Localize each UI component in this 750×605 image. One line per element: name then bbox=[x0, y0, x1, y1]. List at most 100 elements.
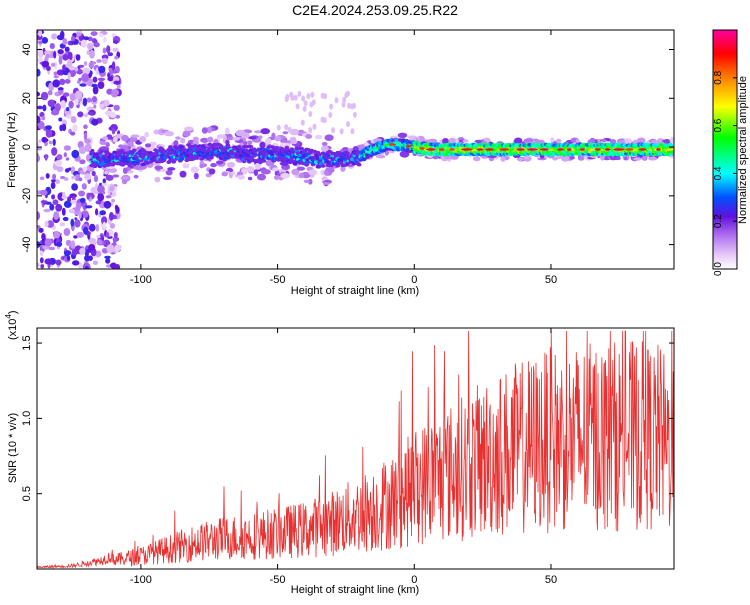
heatmap-cell bbox=[90, 31, 98, 36]
heatmap-cell bbox=[609, 157, 617, 161]
heatmap-cell bbox=[540, 148, 549, 151]
heatmap-cell bbox=[171, 160, 177, 164]
heatmap-cell bbox=[55, 203, 63, 212]
heatmap-cell bbox=[79, 197, 86, 204]
heatmap-cell bbox=[298, 172, 304, 179]
heatmap-cell bbox=[284, 145, 290, 150]
heatmap-cell bbox=[78, 190, 86, 197]
heatmap-cell bbox=[284, 124, 289, 130]
heatmap-cell bbox=[95, 250, 102, 258]
heatmap-cell bbox=[139, 136, 147, 143]
y-tick-label: -40 bbox=[21, 237, 33, 253]
heatmap-cell bbox=[65, 114, 73, 119]
heatmap-cell bbox=[85, 205, 93, 209]
heatmap-cell bbox=[91, 118, 99, 126]
figure-title: C2E4.2024.253.09.25.R22 bbox=[292, 2, 458, 18]
heatmap-cell bbox=[41, 116, 46, 121]
heatmap-cell bbox=[99, 103, 105, 109]
heatmap-cell bbox=[111, 127, 116, 135]
heatmap-cell bbox=[76, 231, 84, 238]
heatmap-cell bbox=[113, 104, 120, 111]
heatmap-cell bbox=[87, 36, 93, 42]
heatmap-cell bbox=[51, 179, 57, 183]
heatmap-cell bbox=[79, 159, 86, 165]
spectrogram-panel: -100 -50 0 50 -40 -20 0 20 40 Height of straigh… bbox=[6, 29, 675, 297]
heatmap-cell bbox=[127, 140, 134, 148]
heatmap-cell bbox=[51, 62, 56, 67]
heatmap-cell bbox=[121, 179, 128, 185]
heatmap-cell bbox=[84, 61, 87, 66]
heatmap-cell bbox=[70, 116, 77, 124]
heatmap-cell bbox=[53, 75, 59, 79]
heatmap-cell bbox=[71, 175, 76, 180]
heatmap-cell bbox=[106, 244, 115, 254]
heatmap-cell bbox=[154, 176, 161, 183]
heatmap-cell bbox=[63, 250, 72, 256]
colorbar: 0.0 0.2 0.4 0.6 0.8 Normalized spectral ampl… bbox=[712, 29, 749, 276]
heatmap-cell bbox=[578, 154, 585, 161]
heatmap-cell bbox=[60, 175, 66, 180]
heatmap-cell bbox=[96, 234, 101, 239]
heatmap-cell bbox=[38, 30, 42, 37]
heatmap-cell bbox=[449, 148, 455, 151]
heatmap-cell bbox=[58, 117, 63, 122]
heatmap-cell bbox=[109, 223, 116, 229]
heatmap-cell bbox=[61, 207, 66, 216]
heatmap-cell bbox=[352, 111, 357, 118]
heatmap-cell bbox=[625, 148, 634, 151]
heatmap-cell bbox=[39, 257, 44, 264]
heatmap-cell bbox=[225, 139, 230, 145]
heatmap-cell bbox=[78, 177, 83, 182]
y-tick-label: 1.0 bbox=[21, 411, 33, 426]
heatmap-cell bbox=[180, 137, 186, 144]
spectrogram-y-axis-label: Frequency (Hz) bbox=[6, 112, 18, 188]
heatmap-cell bbox=[86, 78, 93, 87]
heatmap-cell bbox=[253, 169, 259, 177]
heatmap-cell bbox=[112, 237, 117, 244]
heatmap-cell bbox=[97, 77, 106, 82]
heatmap-cell bbox=[59, 30, 65, 39]
heatmap-cell bbox=[254, 162, 262, 170]
heatmap-cell bbox=[656, 148, 661, 151]
heatmap-cell bbox=[322, 181, 330, 185]
heatmap-cell bbox=[70, 208, 75, 213]
heatmap-cell bbox=[165, 169, 173, 176]
heatmap-cell bbox=[52, 173, 57, 180]
heatmap-cell bbox=[350, 128, 355, 135]
heatmap-cell bbox=[537, 157, 547, 161]
heatmap-cell bbox=[78, 77, 82, 82]
heatmap-cell bbox=[92, 260, 99, 266]
heatmap-cell bbox=[274, 146, 280, 150]
heatmap-cell bbox=[144, 143, 152, 148]
heatmap-cell bbox=[82, 67, 91, 76]
heatmap-cell bbox=[314, 134, 323, 140]
heatmap-cell bbox=[623, 138, 633, 145]
heatmap-cell bbox=[350, 103, 355, 110]
heatmap-cell bbox=[97, 185, 105, 193]
heatmap-cell bbox=[334, 97, 339, 104]
x-tick-label: 0 bbox=[411, 274, 417, 286]
heatmap-cell bbox=[144, 131, 150, 138]
heatmap-cell bbox=[69, 92, 77, 102]
heatmap-cell bbox=[271, 132, 276, 140]
heatmap-cell bbox=[345, 90, 350, 97]
heatmap-cell bbox=[601, 138, 607, 143]
heatmap-cell bbox=[164, 131, 174, 137]
heatmap-cell bbox=[112, 136, 118, 143]
x-tick-label: 50 bbox=[545, 574, 557, 586]
y-tick-label: 20 bbox=[21, 92, 33, 104]
heatmap-cell bbox=[109, 70, 114, 75]
x-tick-label: -100 bbox=[130, 574, 152, 586]
heatmap-cell bbox=[37, 225, 41, 229]
heatmap-cell bbox=[44, 238, 52, 247]
heatmap-cell bbox=[71, 183, 78, 191]
heatmap-cell bbox=[397, 132, 408, 138]
heatmap-cell bbox=[70, 218, 75, 227]
heatmap-cell bbox=[439, 148, 445, 151]
heatmap-cell bbox=[287, 126, 292, 133]
heatmap-cell bbox=[513, 137, 523, 145]
heatmap-cell bbox=[121, 134, 129, 142]
heatmap-cell bbox=[39, 111, 45, 118]
heatmap-cell bbox=[95, 208, 99, 216]
heatmap-cell bbox=[63, 152, 67, 158]
